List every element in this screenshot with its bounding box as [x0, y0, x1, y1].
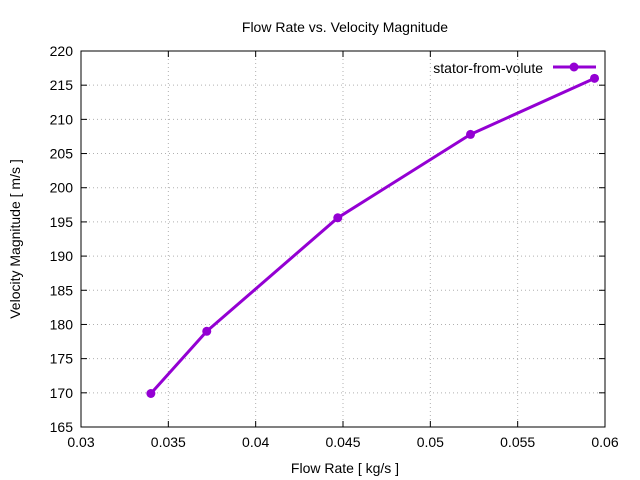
chart-title: Flow Rate vs. Velocity Magnitude: [242, 19, 448, 35]
tick-labels: 0.03 0.035 0.04 0.045 0.05 0.055 0.06 165 170 175…: [50, 43, 619, 450]
data-point: [590, 73, 600, 83]
x-axis-label: Flow Rate [ kg/s ]: [291, 460, 399, 476]
y-tick-label: 190: [50, 248, 74, 264]
grid: [81, 51, 605, 427]
series-layer: [146, 73, 600, 399]
y-tick-label: 175: [50, 351, 74, 367]
data-point: [202, 326, 212, 336]
data-point: [466, 129, 476, 139]
y-tick-label: 185: [50, 282, 74, 298]
y-tick-label: 165: [50, 419, 74, 435]
x-tick-label: 0.06: [591, 434, 618, 450]
data-point: [333, 213, 343, 223]
legend-label-stator-from-volute: stator-from-volute: [433, 60, 543, 76]
y-tick-label: 220: [50, 43, 74, 59]
y-tick-label: 180: [50, 316, 74, 332]
y-tick-label: 195: [50, 214, 74, 230]
legend: stator-from-volute: [433, 60, 596, 76]
y-tick-label: 205: [50, 146, 74, 162]
x-tick-label: 0.03: [67, 434, 94, 450]
x-tick-label: 0.035: [151, 434, 186, 450]
legend-marker-stator-from-volute: [569, 62, 579, 72]
x-tick-label: 0.055: [500, 434, 535, 450]
y-axis-label: Velocity Magnitude [ m/s ]: [7, 159, 23, 319]
y-tick-label: 170: [50, 385, 74, 401]
y-tick-label: 210: [50, 111, 74, 127]
x-tick-label: 0.045: [325, 434, 360, 450]
axis-ticks: [80, 50, 606, 428]
series-line: [149, 76, 596, 395]
data-point: [146, 389, 156, 399]
x-tick-label: 0.05: [417, 434, 444, 450]
x-tick-label: 0.04: [242, 434, 269, 450]
y-tick-label: 215: [50, 77, 74, 93]
y-tick-label: 200: [50, 180, 74, 196]
